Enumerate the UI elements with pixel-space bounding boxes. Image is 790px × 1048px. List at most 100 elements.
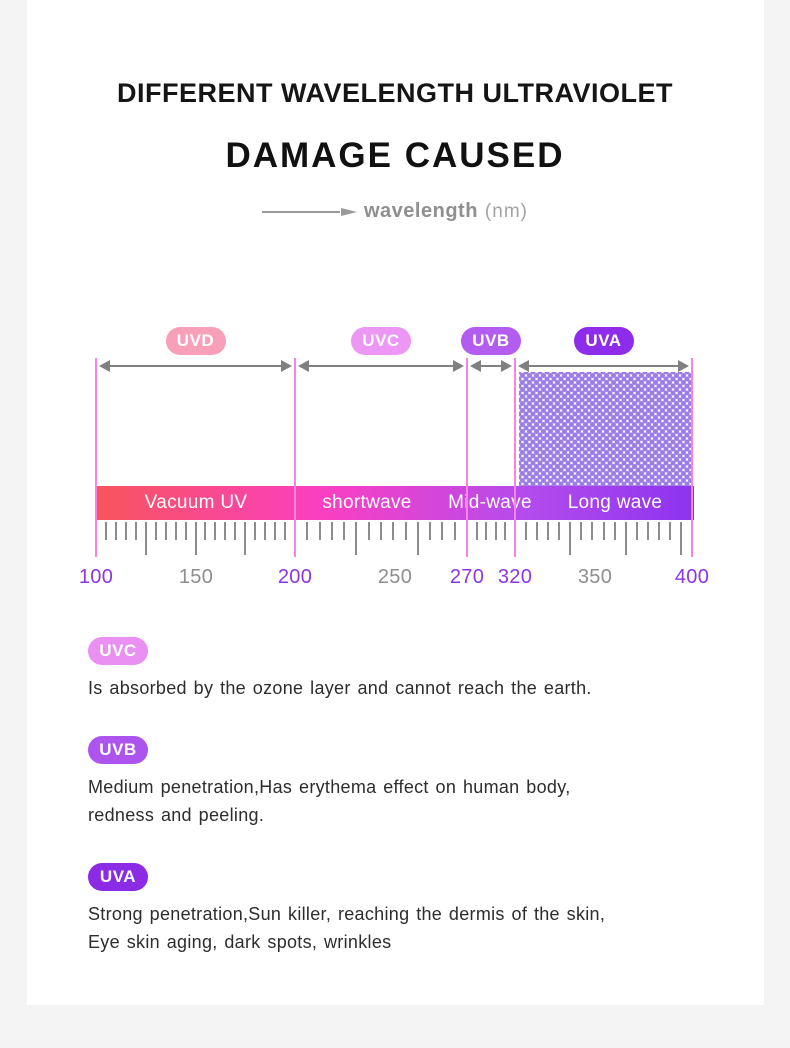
ruler-tick [234, 522, 237, 540]
ruler-tick [355, 522, 358, 555]
ruler-tick [504, 522, 507, 540]
ruler-tick [134, 522, 137, 540]
arrow-shaft [300, 365, 462, 367]
ruler-tick [547, 522, 550, 540]
legend-badge-uvc: UVC [88, 637, 148, 665]
legend-section-uva: UVA Strong penetration,Sun killer, reachi… [88, 863, 748, 956]
ruler-tick [646, 522, 649, 540]
axis-label: wavelength [364, 200, 478, 222]
page-title-line-2: DAMAGE CAUSED [225, 136, 565, 175]
page-title-line-1: DIFFERENT WAVELENGTH ULTRAVIOLET [117, 78, 673, 108]
bottom-margin-strip [0, 1005, 790, 1048]
ruler-tick [174, 522, 177, 540]
band-badge-uva: UVA [573, 327, 634, 355]
ruler-tick [441, 522, 444, 540]
ruler-tick [485, 522, 488, 540]
ruler-tick [580, 522, 583, 540]
ruler-tick [613, 522, 616, 540]
ruler-tick [558, 522, 561, 540]
legend-text-line: Strong penetration,Sun killer, reaching … [88, 904, 606, 924]
ruler-tick [494, 522, 497, 540]
axis-number-200: 200 [277, 566, 313, 588]
ruler-tick [569, 522, 572, 555]
legend-section-uvc: UVC Is absorbed by the ozone layer and ca… [88, 637, 748, 702]
ruler-tick [164, 522, 167, 540]
ruler-tick [635, 522, 638, 540]
bar-label-mid-wave: Mid-wave [448, 492, 532, 513]
ruler-tick [124, 522, 127, 540]
boundary-line-320nm [514, 358, 516, 557]
bar-label-long-wave: Long wave [567, 492, 663, 513]
axis-number-250: 250 [377, 566, 413, 588]
legend-text-line: Medium penetration,Has erythema effect o… [88, 777, 571, 797]
band-badge-uvb: UVB [461, 327, 521, 355]
ruler-tick [668, 522, 671, 540]
ruler-tick [453, 522, 456, 540]
ruler-tick [416, 522, 419, 555]
ruler-tick [274, 522, 277, 540]
range-arrow-uvd [99, 360, 292, 372]
ruler-tick [330, 522, 333, 540]
ruler-tick [244, 522, 247, 555]
ruler-tick [114, 522, 117, 540]
axis-number-150: 150 [178, 566, 214, 588]
ruler-tick [392, 522, 395, 540]
ruler-tick [204, 522, 207, 540]
bar-label-vacuum-uv: Vacuum UV [144, 492, 248, 513]
arrowhead-right-icon [453, 360, 464, 372]
ruler-tick [318, 522, 321, 540]
legend-text-line: Eye skin aging, dark spots, wrinkles [88, 932, 392, 952]
ruler-tick [536, 522, 539, 540]
ruler-tick [624, 522, 627, 555]
uv-legend-sections: UVC Is absorbed by the ozone layer and ca… [88, 637, 748, 990]
arrowhead-right-icon [281, 360, 292, 372]
ruler-tick [284, 522, 287, 540]
left-margin-strip [0, 0, 27, 1048]
boundary-line-100nm [95, 358, 97, 557]
ruler-tick [679, 522, 682, 555]
ruler-tick [475, 522, 478, 540]
ruler-tick [184, 522, 187, 540]
range-arrow-uvc [298, 360, 464, 372]
ruler-tick [343, 522, 346, 540]
band-badge-uvd: UVD [165, 327, 226, 355]
ruler-tick [214, 522, 217, 540]
boundary-line-270nm [466, 358, 468, 557]
ruler-tick [154, 522, 157, 540]
legend-section-uvb: UVB Medium penetration,Has erythema effec… [88, 736, 748, 829]
axis-number-350: 350 [577, 566, 613, 588]
boundary-line-400nm [691, 358, 693, 557]
ruler-tick [429, 522, 432, 540]
ruler-tick [254, 522, 257, 540]
ruler-tick [380, 522, 382, 540]
ruler-tick [525, 522, 528, 540]
ruler-tick [657, 522, 660, 540]
arrow-shaft [472, 365, 510, 367]
axis-number-320: 320 [497, 566, 533, 588]
right-margin-strip [764, 0, 790, 1048]
ruler-tick [104, 522, 107, 540]
wavelength-axis-caption: wavelength (nm) [0, 200, 790, 223]
axis-number-400: 400 [674, 566, 710, 588]
right-arrow-icon [341, 207, 357, 216]
legend-badge-uva: UVA [88, 863, 148, 891]
ruler-tick [306, 522, 309, 540]
uva-dot-pattern [519, 372, 691, 486]
ruler-tick [224, 522, 227, 540]
ruler-tick [194, 522, 197, 555]
axis-number-100: 100 [78, 566, 114, 588]
bar-label-shortwave: shortwave [322, 492, 412, 513]
ruler-tick [367, 522, 370, 540]
arrow-line [262, 210, 340, 213]
ruler-tick [404, 522, 407, 540]
boundary-line-200nm [294, 358, 296, 557]
legend-badge-uvb: UVB [88, 736, 148, 764]
band-badge-uvc: UVC [351, 327, 411, 355]
arrow-shaft [520, 365, 687, 367]
ruler-tick [144, 522, 147, 555]
ruler-tick [591, 522, 594, 540]
axis-unit: (nm) [484, 200, 528, 222]
axis-number-270: 270 [449, 566, 485, 588]
ruler-tick [264, 522, 267, 540]
